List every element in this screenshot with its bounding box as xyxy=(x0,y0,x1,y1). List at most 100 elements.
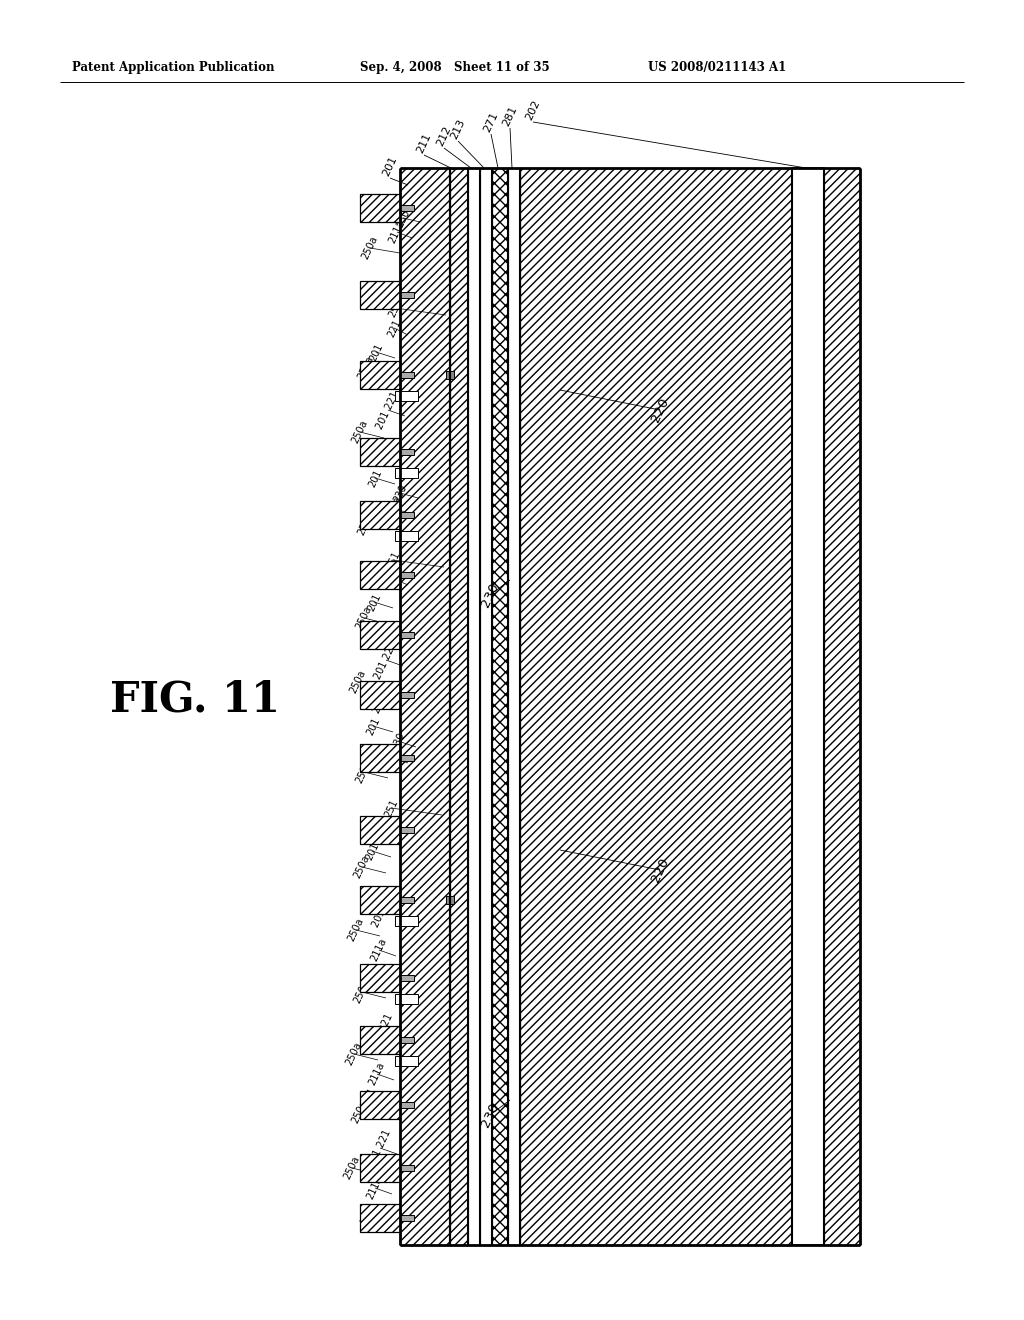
Bar xyxy=(400,372,414,378)
Text: 201 221: 201 221 xyxy=(371,887,397,928)
Text: 250a: 250a xyxy=(356,511,376,537)
Text: 221: 221 xyxy=(382,817,398,838)
Text: 211a: 211a xyxy=(374,438,393,465)
Text: 221: 221 xyxy=(385,317,402,338)
Text: 230: 230 xyxy=(394,207,412,228)
Text: 211a: 211a xyxy=(384,495,403,521)
Text: 201: 201 xyxy=(365,715,382,737)
Text: 251: 251 xyxy=(385,549,401,570)
Bar xyxy=(824,168,860,1245)
Bar xyxy=(400,1166,414,1171)
Text: 250a: 250a xyxy=(350,1098,370,1125)
Bar xyxy=(360,1092,400,1119)
Text: 250a: 250a xyxy=(348,669,368,696)
Text: 201 221: 201 221 xyxy=(367,1127,393,1168)
Text: 250a: 250a xyxy=(344,1040,364,1068)
Bar xyxy=(400,1102,414,1107)
Bar xyxy=(450,168,468,1245)
Text: 201: 201 xyxy=(362,964,380,985)
Bar xyxy=(400,828,414,833)
Text: 250a: 250a xyxy=(352,978,372,1006)
Bar xyxy=(446,896,454,904)
Text: 230: 230 xyxy=(479,1101,502,1129)
Bar xyxy=(360,194,400,222)
Text: 201: 201 xyxy=(368,342,384,363)
Text: 250a: 250a xyxy=(350,418,370,445)
Text: 250a: 250a xyxy=(346,916,366,944)
Bar xyxy=(400,449,414,455)
Bar xyxy=(400,692,414,698)
Text: FIG. 11: FIG. 11 xyxy=(110,678,280,721)
Bar xyxy=(360,886,400,913)
Bar xyxy=(360,438,400,466)
Text: Patent Application Publication: Patent Application Publication xyxy=(72,62,274,74)
Bar xyxy=(395,391,418,401)
Bar xyxy=(400,898,414,903)
Bar xyxy=(360,1204,400,1232)
Text: 251: 251 xyxy=(386,297,403,318)
Bar xyxy=(395,1056,418,1067)
Bar xyxy=(360,620,400,649)
Text: US 2008/0211143 A1: US 2008/0211143 A1 xyxy=(648,62,786,74)
Text: 250a: 250a xyxy=(354,759,374,785)
Text: 211: 211 xyxy=(415,132,433,154)
Text: 221: 221 xyxy=(384,568,400,589)
Bar xyxy=(395,469,418,478)
Bar xyxy=(360,964,400,993)
Text: 211a: 211a xyxy=(366,1175,385,1201)
Text: 211a: 211a xyxy=(368,1061,387,1088)
Bar xyxy=(520,168,792,1245)
Bar xyxy=(792,168,824,1245)
Bar xyxy=(395,916,418,927)
Text: 202: 202 xyxy=(524,99,542,121)
Bar xyxy=(400,1038,414,1043)
Text: 201: 201 xyxy=(366,591,382,612)
Text: 271: 271 xyxy=(482,111,500,135)
Bar xyxy=(400,755,414,762)
Bar xyxy=(400,632,414,638)
Bar xyxy=(360,744,400,772)
Bar xyxy=(360,681,400,709)
Text: 250a: 250a xyxy=(360,235,380,261)
Text: 201: 201 xyxy=(367,467,383,488)
Bar xyxy=(360,1154,400,1181)
Text: 281: 281 xyxy=(501,104,519,128)
Bar xyxy=(395,531,418,541)
Bar xyxy=(400,168,450,1245)
Text: 201 221: 201 221 xyxy=(375,389,401,430)
Bar xyxy=(360,360,400,389)
Text: 201: 201 xyxy=(358,1205,376,1225)
Text: 211a: 211a xyxy=(387,219,407,246)
Bar xyxy=(400,975,414,981)
Bar xyxy=(400,205,414,211)
Text: 251: 251 xyxy=(383,797,399,818)
Bar xyxy=(360,1026,400,1053)
Bar xyxy=(395,994,418,1005)
Text: 230: 230 xyxy=(391,483,409,503)
Bar xyxy=(468,168,480,1245)
Text: 250a: 250a xyxy=(354,605,374,631)
Text: 213: 213 xyxy=(449,117,467,141)
Bar xyxy=(360,281,400,309)
Text: 230: 230 xyxy=(479,581,502,610)
Text: 211a: 211a xyxy=(372,689,391,715)
Bar xyxy=(400,512,414,517)
Text: 230: 230 xyxy=(389,730,407,751)
Bar xyxy=(400,292,414,298)
Text: 201 221: 201 221 xyxy=(373,640,399,680)
Text: 211a: 211a xyxy=(370,937,389,964)
Text: 220: 220 xyxy=(649,396,672,424)
Text: Sep. 4, 2008   Sheet 11 of 35: Sep. 4, 2008 Sheet 11 of 35 xyxy=(360,62,550,74)
Bar xyxy=(360,816,400,843)
Text: 201: 201 xyxy=(381,154,399,178)
Text: 220: 220 xyxy=(649,855,672,884)
Text: 250a: 250a xyxy=(352,854,372,880)
Text: 211a: 211a xyxy=(382,743,401,770)
Bar xyxy=(360,502,400,529)
Bar xyxy=(508,168,520,1245)
Text: 212: 212 xyxy=(435,124,453,148)
Bar xyxy=(400,1214,414,1221)
Text: 201: 201 xyxy=(380,191,396,213)
Bar xyxy=(446,371,454,379)
Bar xyxy=(492,168,508,1245)
